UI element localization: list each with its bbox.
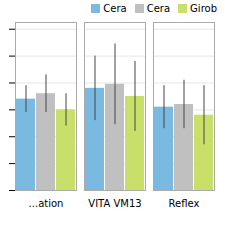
svg-text:...ation: ...ation bbox=[29, 198, 64, 209]
svg-text:Reflex: Reflex bbox=[169, 198, 200, 209]
html-text:Cera: Cera bbox=[103, 3, 127, 14]
html-text:Cera: Cera bbox=[146, 3, 171, 14]
html-text:Girob: Girob bbox=[190, 3, 217, 14]
svg-text:VITA VM13: VITA VM13 bbox=[88, 198, 141, 209]
